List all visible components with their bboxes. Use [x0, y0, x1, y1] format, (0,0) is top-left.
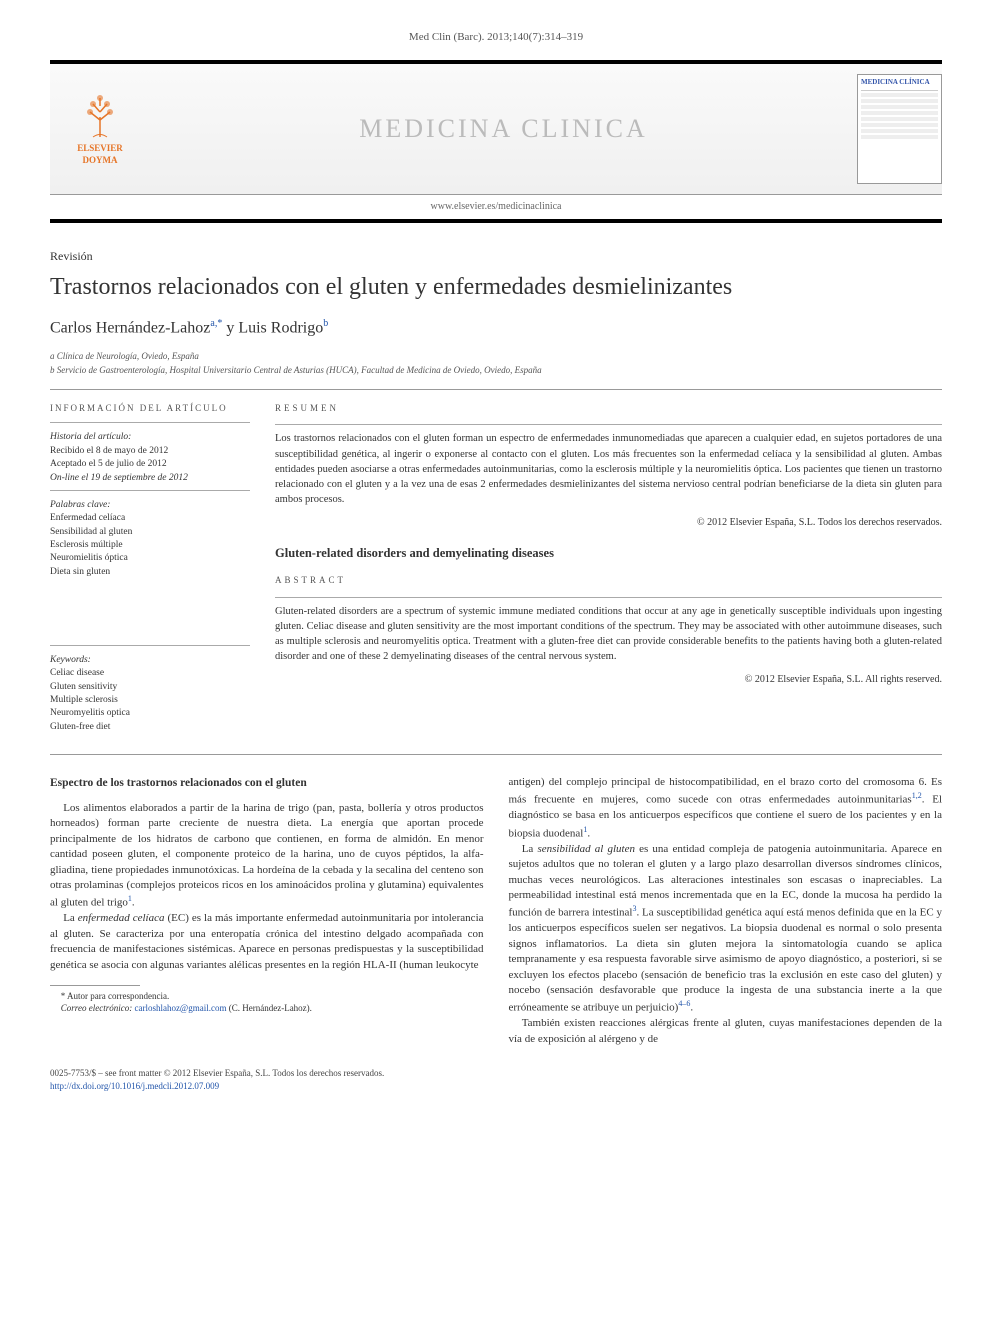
copyright-es: © 2012 Elsevier España, S.L. Todos los d… — [275, 516, 942, 530]
publisher-name-1: ELSEVIER — [77, 142, 123, 155]
english-title: Gluten-related disorders and demyelinati… — [275, 545, 942, 563]
elsevier-tree-icon — [75, 92, 125, 142]
author-conj: y Luis Rodrigo — [222, 319, 323, 336]
author-1: Carlos Hernández-Lahoz — [50, 319, 210, 336]
online-date: On-line el 19 de septiembre de 2012 — [50, 472, 250, 484]
header-bar: ELSEVIER DOYMA MEDICINA CLINICA MEDICINA… — [50, 60, 942, 223]
corresponding-author-label: * Autor para correspondencia. — [50, 991, 484, 1003]
header-main: ELSEVIER DOYMA MEDICINA CLINICA MEDICINA… — [50, 64, 942, 194]
abstract-divider — [275, 424, 942, 425]
keyword-es: Sensibilidad al gluten — [50, 526, 250, 538]
journal-url[interactable]: www.elsevier.es/medicinaclinica — [50, 194, 942, 219]
author-2-affil: b — [323, 318, 328, 329]
article-info-column: información del artículo Historia del ar… — [50, 402, 250, 734]
keywords-en-head: Keywords: — [50, 654, 250, 666]
journal-title-header: MEDICINA CLINICA — [150, 111, 857, 147]
ref-link[interactable]: 4–6 — [678, 999, 690, 1008]
body-paragraph: La sensibilidad al gluten es una entidad… — [509, 842, 943, 1017]
section-heading: Espectro de los trastornos relacionados … — [50, 775, 484, 791]
keyword-es: Esclerosis múltiple — [50, 539, 250, 551]
cover-title: MEDICINA CLÍNICA — [861, 78, 938, 88]
article-title: Trastornos relacionados con el gluten y … — [50, 273, 942, 302]
abstract-en-text: Gluten-related disorders are a spectrum … — [275, 604, 942, 665]
email-link[interactable]: carloshlahoz@gmail.com — [134, 1003, 226, 1013]
body-column-right: antigen) del complejo principal de histo… — [509, 775, 943, 1047]
divider — [50, 754, 942, 755]
abstract-column: resumen Los trastornos relacionados con … — [275, 402, 942, 734]
body-paragraph: La enfermedad celíaca (EC) es la más imp… — [50, 911, 484, 973]
publisher-logo: ELSEVIER DOYMA — [50, 92, 150, 167]
body-columns: Espectro de los trastornos relacionados … — [50, 775, 942, 1047]
info-divider — [50, 490, 250, 491]
article-type: Revisión — [50, 248, 942, 265]
issn-copyright: 0025-7753/$ – see front matter © 2012 El… — [50, 1067, 942, 1080]
accepted-date: Aceptado el 5 de julio de 2012 — [50, 458, 250, 470]
body-paragraph: También existen reacciones alérgicas fre… — [509, 1016, 943, 1047]
affiliation-a: a Clínica de Neurología, Oviedo, España — [50, 350, 942, 363]
info-divider — [50, 422, 250, 423]
keyword-es: Dieta sin gluten — [50, 566, 250, 578]
keywords-es-head: Palabras clave: — [50, 499, 250, 511]
keyword-en: Neuromyelitis optica — [50, 707, 250, 719]
page-footer: 0025-7753/$ – see front matter © 2012 El… — [50, 1067, 942, 1092]
info-abstract-row: información del artículo Historia del ar… — [50, 402, 942, 734]
affiliations: a Clínica de Neurología, Oviedo, España … — [50, 350, 942, 377]
body-column-left: Espectro de los trastornos relacionados … — [50, 775, 484, 1047]
footnote-divider — [50, 985, 140, 986]
corresponding-email: Correo electrónico: carloshlahoz@gmail.c… — [50, 1003, 484, 1015]
divider — [50, 389, 942, 390]
keyword-en: Gluten sensitivity — [50, 681, 250, 693]
abstract-en-heading: abstract — [275, 574, 942, 587]
keyword-en: Multiple sclerosis — [50, 694, 250, 706]
abstract-divider — [275, 597, 942, 598]
keyword-en: Celiac disease — [50, 667, 250, 679]
affiliation-b: b Servicio de Gastroenterología, Hospita… — [50, 364, 942, 377]
keyword-es: Enfermedad celíaca — [50, 512, 250, 524]
journal-cover-thumbnail: MEDICINA CLÍNICA — [857, 74, 942, 184]
keyword-en: Gluten-free diet — [50, 721, 250, 733]
history-head: Historia del artículo: — [50, 431, 250, 443]
ref-link[interactable]: 1,2 — [912, 791, 922, 800]
doi-link[interactable]: http://dx.doi.org/10.1016/j.medcli.2012.… — [50, 1081, 219, 1091]
header-citation: Med Clin (Barc). 2013;140(7):314–319 — [50, 30, 942, 45]
authors: Carlos Hernández-Lahoza,* y Luis Rodrigo… — [50, 317, 942, 340]
author-1-affil: a,* — [210, 318, 222, 329]
abstract-es-heading: resumen — [275, 402, 942, 415]
publisher-name-2: DOYMA — [83, 154, 118, 167]
info-heading: información del artículo — [50, 402, 250, 415]
body-paragraph: antigen) del complejo principal de histo… — [509, 775, 943, 842]
body-paragraph: Los alimentos elaborados a partir de la … — [50, 801, 484, 911]
abstract-es-text: Los trastornos relacionados con el glute… — [275, 431, 942, 507]
copyright-en: © 2012 Elsevier España, S.L. All rights … — [275, 673, 942, 687]
received-date: Recibido el 8 de mayo de 2012 — [50, 445, 250, 457]
info-divider — [50, 645, 250, 646]
keyword-es: Neuromielitis óptica — [50, 552, 250, 564]
